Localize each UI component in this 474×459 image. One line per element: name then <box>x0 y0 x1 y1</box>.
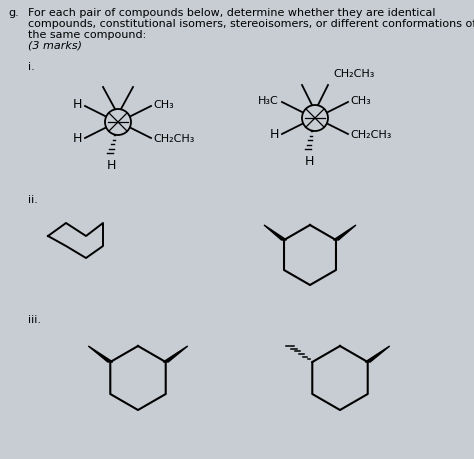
Polygon shape <box>334 225 356 240</box>
Text: (3 marks): (3 marks) <box>28 41 82 51</box>
Text: i.: i. <box>28 62 35 72</box>
Text: H: H <box>73 99 82 112</box>
Text: For each pair of compounds below, determine whether they are identical: For each pair of compounds below, determ… <box>28 8 436 18</box>
Text: CH₂CH₃: CH₂CH₃ <box>333 69 374 79</box>
Text: compounds, constitutional isomers, stereoisomers, or different conformations of: compounds, constitutional isomers, stere… <box>28 19 474 29</box>
Text: CH₃: CH₃ <box>350 96 371 106</box>
Text: H: H <box>304 155 314 168</box>
Text: ii.: ii. <box>28 195 38 205</box>
Text: the same compound:: the same compound: <box>28 30 146 40</box>
Text: H₃C: H₃C <box>258 96 279 106</box>
Polygon shape <box>365 346 390 362</box>
Polygon shape <box>88 346 113 362</box>
Polygon shape <box>163 346 188 362</box>
Text: iii.: iii. <box>28 315 41 325</box>
Text: CH₃: CH₃ <box>153 100 174 110</box>
Text: CH₂CH₃: CH₂CH₃ <box>153 134 194 144</box>
Text: H: H <box>106 159 116 172</box>
Text: g.: g. <box>8 8 19 18</box>
Text: H: H <box>270 129 279 141</box>
Text: CH₂CH₃: CH₂CH₃ <box>350 130 392 140</box>
Text: H: H <box>73 133 82 146</box>
Polygon shape <box>264 225 286 240</box>
